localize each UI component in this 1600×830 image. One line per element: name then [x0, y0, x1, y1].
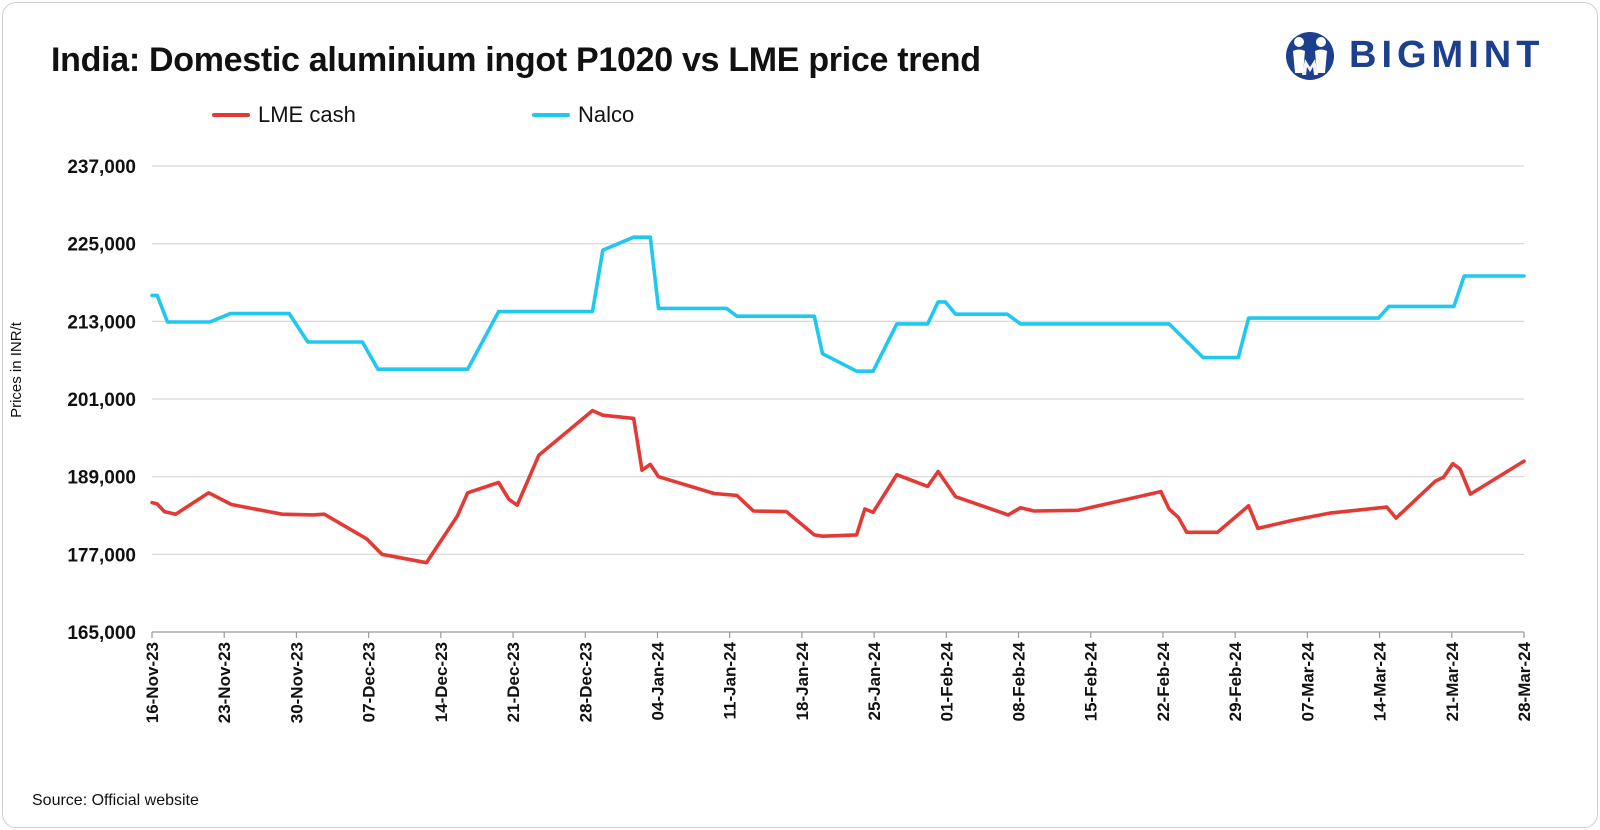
x-tick-label: 01-Feb-24: [937, 641, 956, 721]
x-tick-label: 07-Mar-24: [1298, 641, 1317, 721]
x-tick-label: 22-Feb-24: [1154, 641, 1173, 721]
x-tick-label: 14-Mar-24: [1371, 641, 1390, 721]
y-axis-tick-labels: 165,000 177,000 189,000 201,000 213,000 225,0…: [67, 157, 136, 644]
bigmint-people-logo-icon: [1286, 32, 1334, 80]
x-tick-label: 28-Mar-24: [1515, 641, 1534, 721]
x-tick-label: 16-Nov-23: [143, 642, 162, 723]
series-lines: [150, 235, 1526, 565]
x-tick-label: 29-Feb-24: [1226, 641, 1245, 721]
series-line-nalco: [150, 235, 1526, 374]
x-tick-label: 30-Nov-23: [287, 642, 306, 723]
y-tick-label: 177,000: [67, 545, 136, 566]
brand-name: BIGMINT: [1349, 33, 1545, 76]
y-tick-label: 165,000: [67, 623, 136, 644]
x-tick-label: 14-Dec-23: [432, 642, 451, 722]
legend: LME cash Nalco: [212, 102, 634, 127]
x-tick-label: 23-Nov-23: [215, 642, 234, 723]
brand: BIGMINT: [1285, 25, 1544, 85]
series-line-lme-cash: [150, 408, 1526, 565]
legend-label: LME cash: [258, 102, 356, 127]
x-tick-label: 11-Jan-24: [721, 641, 740, 719]
gridlines: [151, 165, 1525, 638]
y-tick-label: 213,000: [67, 312, 136, 333]
x-tick-label: 21-Dec-23: [504, 642, 523, 722]
legend-label: Nalco: [578, 102, 634, 127]
x-tick-label: 07-Dec-23: [360, 642, 379, 722]
y-tick-label: 201,000: [67, 390, 136, 411]
x-tick-label: 25-Jan-24: [865, 641, 884, 720]
x-tick-label: 28-Dec-23: [576, 642, 595, 722]
y-tick-label: 189,000: [67, 468, 136, 489]
source-note: Source: Official website: [32, 792, 199, 809]
y-tick-label: 225,000: [67, 235, 136, 256]
x-tick-label: 21-Mar-24: [1443, 641, 1462, 721]
x-tick-label: 18-Jan-24: [793, 641, 812, 720]
y-tick-label: 237,000: [67, 157, 136, 178]
x-tick-label: 04-Jan-24: [648, 641, 667, 720]
x-axis-tick-labels: 16-Nov-23 23-Nov-23 30-Nov-23 07-Dec-23 14-D…: [143, 641, 1534, 723]
x-tick-label: 15-Feb-24: [1082, 641, 1101, 721]
y-axis-title: Prices in INR/t: [8, 321, 25, 418]
x-tick-label: 08-Feb-24: [1010, 641, 1029, 721]
chart-title: India: Domestic aluminium ingot P1020 vs…: [51, 41, 981, 79]
